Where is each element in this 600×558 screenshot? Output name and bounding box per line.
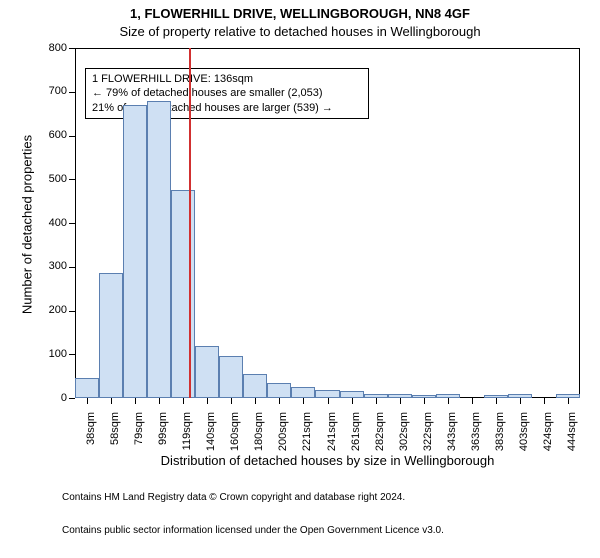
- xtick-mark: [400, 398, 401, 404]
- ytick-mark: [69, 136, 75, 137]
- ytick-label: 400: [49, 217, 67, 229]
- ytick-mark: [69, 223, 75, 224]
- ytick-mark: [69, 311, 75, 312]
- xtick-mark: [376, 398, 377, 404]
- histogram-bar: [243, 374, 267, 398]
- ytick-mark: [69, 92, 75, 93]
- xtick-mark: [183, 398, 184, 404]
- xtick-label: 444sqm: [566, 412, 578, 472]
- xtick-label: 180sqm: [253, 412, 265, 472]
- histogram-bar: [291, 387, 315, 398]
- xtick-label: 58sqm: [109, 412, 121, 472]
- xtick-label: 383sqm: [494, 412, 506, 472]
- xtick-mark: [135, 398, 136, 404]
- xtick-mark: [255, 398, 256, 404]
- ytick-label: 600: [49, 129, 67, 141]
- xtick-label: 140sqm: [205, 412, 217, 472]
- ytick-label: 0: [61, 392, 67, 404]
- histogram-chart: 1, FLOWERHILL DRIVE, WELLINGBOROUGH, NN8…: [0, 0, 600, 500]
- xtick-mark: [472, 398, 473, 404]
- footer-attribution: Contains HM Land Registry data © Crown c…: [62, 470, 444, 558]
- xtick-label: 38sqm: [85, 412, 97, 472]
- xtick-label: 221sqm: [301, 412, 313, 472]
- xtick-mark: [87, 398, 88, 404]
- histogram-bar: [219, 356, 243, 398]
- ytick-mark: [69, 398, 75, 399]
- ytick-mark: [69, 354, 75, 355]
- xtick-mark: [111, 398, 112, 404]
- ytick-mark: [69, 179, 75, 180]
- xtick-label: 282sqm: [374, 412, 386, 472]
- annotation-line: 1 FLOWERHILL DRIVE: 136sqm: [92, 72, 362, 86]
- histogram-bar: [267, 383, 291, 398]
- xtick-mark: [496, 398, 497, 404]
- footer-line: Contains public sector information licen…: [62, 525, 444, 536]
- histogram-bar: [75, 378, 99, 398]
- y-axis-label: Number of detached properties: [20, 49, 35, 399]
- xtick-mark: [159, 398, 160, 404]
- xtick-label: 343sqm: [446, 412, 458, 472]
- chart-title-line2: Size of property relative to detached ho…: [0, 24, 600, 39]
- xtick-label: 363sqm: [470, 412, 482, 472]
- ytick-mark: [69, 267, 75, 268]
- xtick-mark: [352, 398, 353, 404]
- reference-line: [189, 48, 191, 398]
- annotation-line: ← 79% of detached houses are smaller (2,…: [92, 86, 362, 100]
- histogram-bar: [195, 346, 219, 399]
- chart-title-line1: 1, FLOWERHILL DRIVE, WELLINGBOROUGH, NN8…: [0, 6, 600, 21]
- xtick-mark: [207, 398, 208, 404]
- xtick-label: 99sqm: [157, 412, 169, 472]
- ytick-label: 500: [49, 173, 67, 185]
- xtick-mark: [568, 398, 569, 404]
- ytick-label: 700: [49, 85, 67, 97]
- xtick-label: 261sqm: [350, 412, 362, 472]
- xtick-label: 322sqm: [422, 412, 434, 472]
- xtick-label: 160sqm: [229, 412, 241, 472]
- histogram-bar: [171, 190, 195, 398]
- histogram-bar: [123, 105, 147, 398]
- xtick-label: 302sqm: [398, 412, 410, 472]
- xtick-label: 119sqm: [181, 412, 193, 472]
- xtick-mark: [328, 398, 329, 404]
- xtick-label: 79sqm: [133, 412, 145, 472]
- ytick-label: 300: [49, 260, 67, 272]
- xtick-label: 424sqm: [542, 412, 554, 472]
- xtick-mark: [303, 398, 304, 404]
- ytick-mark: [69, 48, 75, 49]
- histogram-bar: [315, 390, 339, 398]
- histogram-bar: [99, 273, 123, 398]
- ytick-label: 100: [49, 348, 67, 360]
- ytick-label: 800: [49, 42, 67, 54]
- xtick-label: 241sqm: [326, 412, 338, 472]
- xtick-mark: [544, 398, 545, 404]
- histogram-bar: [147, 101, 171, 399]
- xtick-mark: [231, 398, 232, 404]
- xtick-mark: [279, 398, 280, 404]
- xtick-mark: [424, 398, 425, 404]
- xtick-label: 403sqm: [518, 412, 530, 472]
- ytick-label: 200: [49, 304, 67, 316]
- xtick-mark: [448, 398, 449, 404]
- xtick-label: 200sqm: [277, 412, 289, 472]
- xtick-mark: [520, 398, 521, 404]
- footer-line: Contains HM Land Registry data © Crown c…: [62, 492, 444, 503]
